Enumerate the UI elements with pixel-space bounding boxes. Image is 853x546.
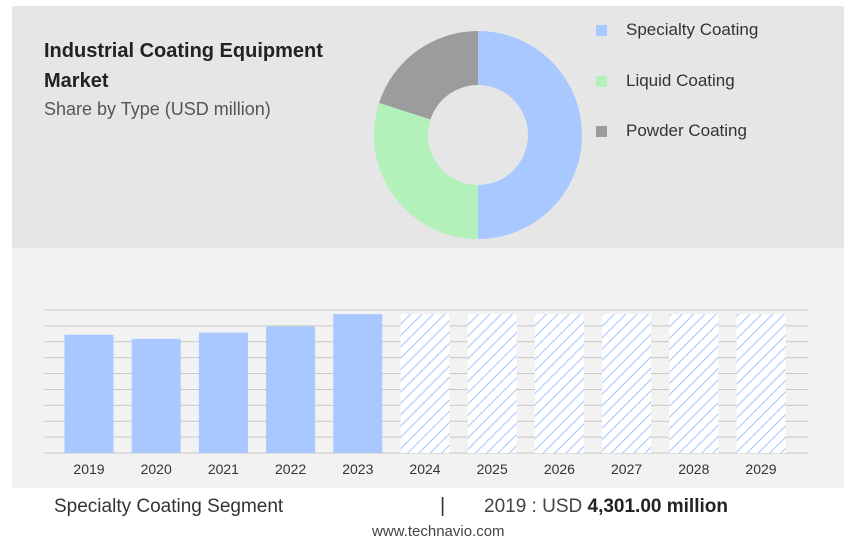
chart-title: Industrial Coating Equipment Market: [44, 40, 323, 92]
donut-chart: [374, 31, 582, 239]
x-tick-label: 2021: [208, 461, 239, 477]
x-tick-label: 2028: [678, 461, 709, 477]
x-tick-label: 2026: [544, 461, 575, 477]
donut-slice-powder-coating: [379, 31, 478, 120]
bar-2023: [333, 314, 383, 453]
legend-swatch: [596, 24, 607, 36]
segment-value-amount: 4,301.00 million: [587, 496, 728, 517]
legend-item-powder-coating: Powder Coating: [596, 121, 747, 141]
x-tick-label: 2019: [73, 461, 104, 477]
bar-chart: 2019 2020 2021 2022 2023 2024 2025 2026 2027 2028…: [44, 309, 808, 477]
bar-2027: [602, 314, 652, 453]
bar-2028: [669, 314, 719, 453]
legend-label: Specialty Coating: [626, 20, 759, 39]
x-tick-label: 2025: [477, 461, 508, 477]
chart-subtitle: Share by Type (USD million): [44, 99, 271, 119]
x-tick-label: 2022: [275, 461, 306, 477]
legend-swatch: [596, 75, 607, 87]
legend-item-specialty-coating: Specialty Coating: [596, 20, 758, 40]
legend-label: Powder Coating: [626, 121, 747, 140]
bar-2029: [736, 314, 786, 453]
donut-slice-specialty-coating: [478, 31, 582, 239]
bar-2025: [467, 314, 517, 453]
bar-2019: [64, 334, 114, 453]
x-tick-label: 2027: [611, 461, 642, 477]
source-website: www.technavio.com: [372, 523, 505, 540]
donut-slice-liquid-coating: [374, 102, 478, 239]
segment-value-prefix: 2019 : USD: [484, 496, 588, 517]
legend-swatch: [596, 125, 607, 137]
bar-2026: [534, 314, 584, 453]
bar-2024: [400, 314, 450, 453]
segment-value: 2019 : USD 4,301.00 million: [484, 496, 728, 518]
x-tick-label: 2023: [342, 461, 373, 477]
x-tick-label: 2020: [141, 461, 172, 477]
bar-2021: [198, 332, 248, 453]
footer-separator: |: [440, 495, 446, 517]
segment-label: Specialty Coating Segment: [54, 496, 284, 517]
legend-item-liquid-coating: Liquid Coating: [596, 71, 735, 91]
legend-label: Liquid Coating: [626, 71, 735, 90]
bar-2022: [266, 326, 316, 453]
x-tick-label: 2024: [409, 461, 440, 477]
x-tick-label: 2029: [745, 461, 776, 477]
bar-2020: [131, 338, 181, 453]
